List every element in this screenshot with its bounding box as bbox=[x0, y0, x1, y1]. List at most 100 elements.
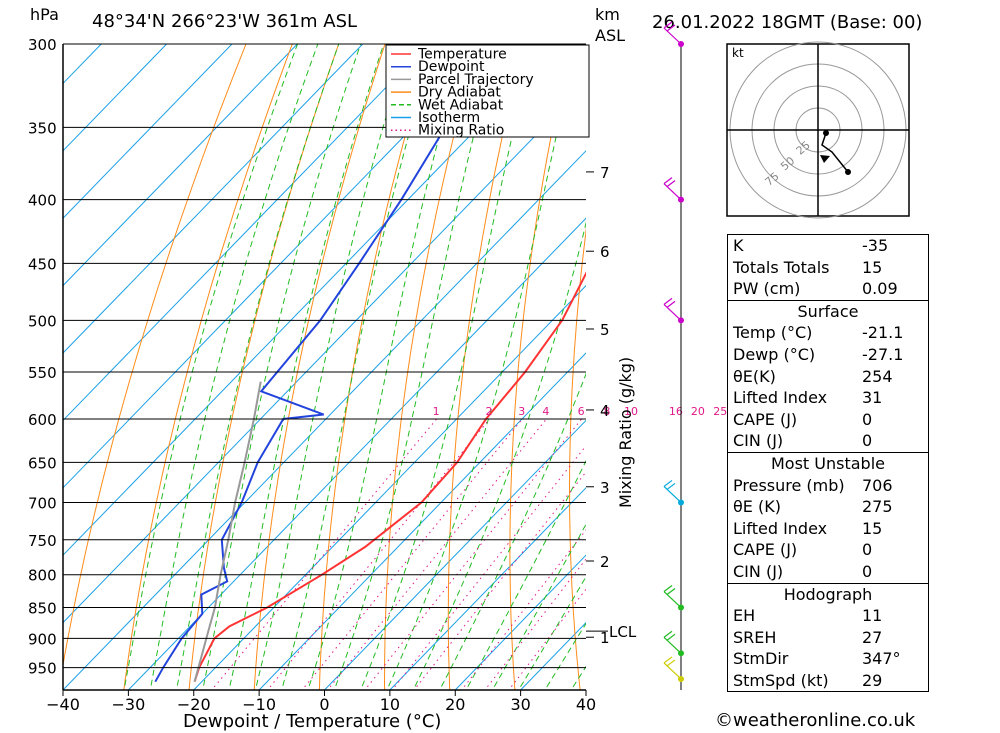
series-temperature bbox=[193, 271, 586, 683]
pressure-tick-label: 550 bbox=[28, 364, 57, 382]
wind-barb-shaft bbox=[663, 183, 682, 201]
row-value: 29 bbox=[862, 670, 883, 690]
row-label: θE (K) bbox=[733, 497, 781, 517]
legend-entry: Mixing Ratio bbox=[418, 123, 504, 139]
isotherm-line bbox=[258, 352, 586, 690]
wind-barb-flag bbox=[663, 656, 673, 664]
mixing-ratio-axis-label: Mixing Ratio (g/kg) bbox=[616, 357, 635, 508]
isotherm-line bbox=[63, 44, 429, 422]
pressure-tick-label: 750 bbox=[28, 532, 57, 550]
dry-adiabat-line bbox=[683, 44, 711, 695]
row-label: EH bbox=[733, 606, 756, 626]
pressure-tick-label: 500 bbox=[28, 312, 57, 330]
pressure-tick-label: 300 bbox=[28, 36, 57, 54]
x-axis-label: Dewpoint / Temperature (°C) bbox=[183, 711, 441, 732]
km-tick-label: 5 bbox=[600, 321, 610, 339]
plot-frame bbox=[62, 43, 608, 696]
mixing-ratio-label: 25 bbox=[713, 405, 727, 418]
table-row: CAPE (J) 0 bbox=[728, 409, 928, 431]
isotherm-line bbox=[128, 217, 586, 690]
mixing-ratio-label: 2 bbox=[486, 405, 493, 418]
row-value: 31 bbox=[862, 388, 883, 408]
wet-adiabat-line bbox=[202, 44, 362, 690]
isotherm-line bbox=[63, 44, 560, 556]
isotherm-line bbox=[63, 150, 586, 690]
series-dewpoint bbox=[154, 44, 508, 683]
row-label: StmSpd (kt) bbox=[733, 670, 829, 690]
wind-barb-flag bbox=[666, 659, 676, 667]
isotherm-line bbox=[63, 44, 233, 219]
hodograph-trace bbox=[821, 132, 849, 173]
wet-adiabat-line bbox=[412, 221, 586, 690]
pressure-tick-label: 450 bbox=[28, 255, 57, 273]
row-label: CAPE (J) bbox=[733, 409, 798, 429]
wet-adiabat-line bbox=[149, 44, 319, 690]
totals-value: 15 bbox=[862, 257, 883, 277]
legend-entry: Temperature bbox=[417, 47, 507, 63]
mixing-ratio-line bbox=[301, 418, 523, 690]
wind-barb-shaft bbox=[663, 303, 682, 321]
row-label: CIN (J) bbox=[733, 561, 784, 581]
table-row: θE(K) 254 bbox=[728, 366, 928, 388]
mixing-ratio-label: 8 bbox=[603, 405, 610, 418]
copyright-link[interactable]: ©weatheronline.co.uk bbox=[715, 710, 916, 731]
row-value: -27.1 bbox=[862, 344, 904, 364]
wind-barb-flag bbox=[666, 633, 676, 641]
isotherm-line bbox=[454, 554, 586, 690]
asl-label: ASL bbox=[595, 26, 625, 45]
hodograph-point bbox=[823, 130, 829, 136]
hodograph-section: Hodograph EH 11 SREH 27 StmDir 347° StmSpd … bbox=[728, 582, 928, 692]
dry-adiabat-line bbox=[188, 44, 340, 690]
hpa-axis-unit: hPa bbox=[30, 5, 59, 24]
wind-barb-flag bbox=[666, 24, 676, 32]
wet-adiabat-line bbox=[228, 44, 385, 690]
row-value: 0 bbox=[862, 540, 873, 560]
k-index-label: K bbox=[733, 236, 744, 255]
pressure-tick-label: 700 bbox=[28, 494, 57, 512]
row-label: Lifted Index bbox=[733, 518, 828, 538]
table-row: Pressure (mb) 706 bbox=[728, 475, 928, 497]
wind-barb-flag bbox=[663, 585, 673, 592]
mixing-ratio-line bbox=[391, 444, 586, 690]
x-tick-label: −40 bbox=[46, 695, 80, 714]
lcl-label: LCL bbox=[609, 623, 637, 641]
pressure-tick-label: 850 bbox=[28, 600, 57, 618]
pressure-tick-label: 900 bbox=[28, 630, 57, 648]
pw-row: PW (cm) 0.09 bbox=[728, 278, 928, 300]
x-tick-label: −20 bbox=[177, 695, 211, 714]
dry-adiabat-line bbox=[988, 44, 1000, 695]
dry-adiabat-line bbox=[447, 44, 525, 690]
row-value: 0 bbox=[862, 409, 873, 429]
x-tick-label: 0 bbox=[319, 695, 329, 714]
dry-adiabat-line bbox=[568, 226, 586, 690]
pw-value: 0.09 bbox=[862, 279, 898, 299]
table-row: StmDir 347° bbox=[728, 648, 928, 670]
table-row: Lifted Index 15 bbox=[728, 518, 928, 540]
hodograph-point bbox=[845, 169, 851, 175]
wind-profile bbox=[663, 21, 684, 690]
mixing-ratio-label: 4 bbox=[542, 405, 549, 418]
row-label: Pressure (mb) bbox=[733, 475, 845, 495]
table-row: Dewp (°C) -27.1 bbox=[728, 344, 928, 366]
table-row: StmSpd (kt) 29 bbox=[728, 670, 928, 692]
isotherm-line bbox=[324, 419, 586, 690]
row-value: 706 bbox=[862, 475, 893, 495]
datetime-label: 26.01.2022 18GMT (Base: 00) bbox=[652, 12, 922, 33]
table-row: EH 11 bbox=[728, 605, 928, 627]
wind-barb-shaft bbox=[663, 662, 682, 680]
x-tick-label: 10 bbox=[380, 695, 400, 714]
wind-barb-flag bbox=[666, 180, 676, 188]
x-tick-label: 20 bbox=[445, 695, 465, 714]
pressure-tick-label: 950 bbox=[28, 660, 57, 678]
totals-row: Totals Totals 15 bbox=[728, 257, 928, 279]
km-axis-unit: km bbox=[595, 5, 620, 24]
indices-panel: K -35 Totals Totals 15 PW (cm) 0.09 Surface… bbox=[727, 234, 929, 693]
wind-barb-flag bbox=[663, 297, 673, 305]
mixing-ratio-label: 20 bbox=[691, 405, 705, 418]
wet-adiabat-line bbox=[465, 459, 586, 690]
surface-title: Surface bbox=[797, 301, 859, 321]
wind-barb-flag bbox=[663, 21, 673, 29]
km-tick-label: 3 bbox=[600, 479, 610, 497]
